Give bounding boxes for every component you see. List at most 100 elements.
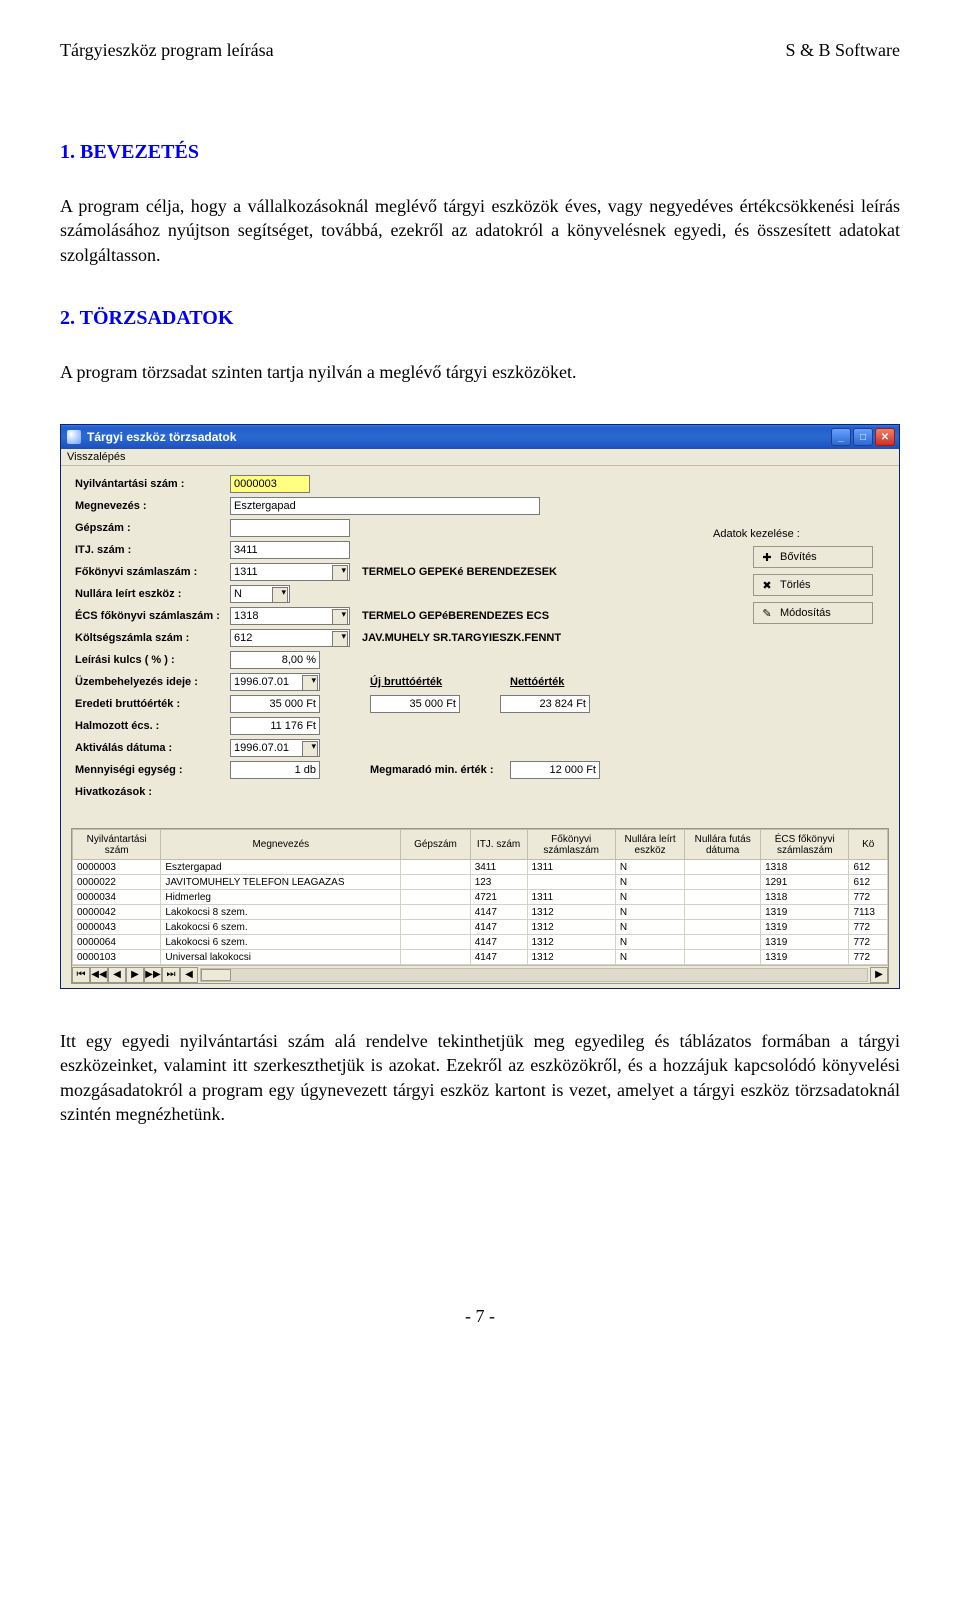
menu-visszalepes[interactable]: Visszalépés xyxy=(67,451,126,463)
table-row[interactable]: 0000042Lakokocsi 8 szem.41471312N1319711… xyxy=(73,905,888,920)
table-cell[interactable] xyxy=(401,950,470,965)
input-uj-brutto[interactable] xyxy=(370,695,460,713)
table-cell[interactable]: 0000042 xyxy=(73,905,161,920)
table-cell[interactable]: N xyxy=(615,890,684,905)
nav-prev[interactable]: ◀ xyxy=(108,967,126,983)
table-cell[interactable]: 612 xyxy=(849,860,888,875)
table-cell[interactable]: 1291 xyxy=(761,875,849,890)
h-scrollbar[interactable] xyxy=(200,968,868,982)
table-cell[interactable]: 4147 xyxy=(470,935,527,950)
input-aktivalas[interactable] xyxy=(230,739,320,757)
nav-first[interactable]: ⏮ xyxy=(72,967,90,983)
table-cell[interactable]: Universal lakokocsi xyxy=(161,950,401,965)
input-halmozott[interactable] xyxy=(230,717,320,735)
table-row[interactable]: 0000034Hidmerleg47211311N1318772 xyxy=(73,890,888,905)
table-cell[interactable]: 3411 xyxy=(470,860,527,875)
table-cell[interactable]: 772 xyxy=(849,920,888,935)
table-cell[interactable]: 0000003 xyxy=(73,860,161,875)
table-cell[interactable]: 1319 xyxy=(761,905,849,920)
table-cell[interactable]: 4147 xyxy=(470,905,527,920)
nav-scroll-right[interactable]: ▶ xyxy=(870,967,888,983)
table-cell[interactable]: 0000064 xyxy=(73,935,161,950)
table-cell[interactable]: 123 xyxy=(470,875,527,890)
table-cell[interactable]: 1319 xyxy=(761,935,849,950)
input-leirasi[interactable] xyxy=(230,651,320,669)
col-nyilv[interactable]: Nyilvántartási szám xyxy=(73,830,161,860)
table-cell[interactable]: 1318 xyxy=(761,890,849,905)
table-cell[interactable]: 1318 xyxy=(761,860,849,875)
table-cell[interactable]: JAVITOMUHELY TELEFON LEAGAZAS xyxy=(161,875,401,890)
close-button[interactable]: ✕ xyxy=(875,428,895,446)
table-cell[interactable] xyxy=(685,950,761,965)
input-netto[interactable] xyxy=(500,695,590,713)
input-koltseg[interactable] xyxy=(230,629,350,647)
table-cell[interactable]: 1319 xyxy=(761,920,849,935)
input-ecs[interactable] xyxy=(230,607,350,625)
table-cell[interactable]: Hidmerleg xyxy=(161,890,401,905)
table-cell[interactable] xyxy=(527,875,615,890)
table-cell[interactable] xyxy=(401,890,470,905)
table-cell[interactable]: Esztergapad xyxy=(161,860,401,875)
table-row[interactable]: 0000003Esztergapad 34111311N 1318612 xyxy=(73,860,888,875)
nav-next[interactable]: ▶ xyxy=(126,967,144,983)
table-cell[interactable] xyxy=(685,875,761,890)
input-nullara[interactable] xyxy=(230,585,290,603)
table-cell[interactable]: N xyxy=(615,920,684,935)
table-cell[interactable]: N xyxy=(615,860,684,875)
table-cell[interactable] xyxy=(685,935,761,950)
table-row[interactable]: 0000103Universal lakokocsi41471312N13197… xyxy=(73,950,888,965)
grid-table[interactable]: Nyilvántartási szám Megnevezés Gépszám I… xyxy=(72,829,888,965)
table-cell[interactable]: 4721 xyxy=(470,890,527,905)
table-cell[interactable]: 0000103 xyxy=(73,950,161,965)
table-cell[interactable]: 772 xyxy=(849,935,888,950)
col-gepszam[interactable]: Gépszám xyxy=(401,830,470,860)
table-cell[interactable] xyxy=(685,905,761,920)
nav-next-page[interactable]: ▶▶ xyxy=(144,967,162,983)
input-gepszam[interactable] xyxy=(230,519,350,537)
table-row[interactable]: 0000043Lakokocsi 6 szem.41471312N1319772 xyxy=(73,920,888,935)
input-megnev[interactable] xyxy=(230,497,540,515)
table-cell[interactable]: N xyxy=(615,935,684,950)
table-cell[interactable] xyxy=(401,905,470,920)
col-fokonyvi[interactable]: Főkönyvi számlaszám xyxy=(527,830,615,860)
table-cell[interactable]: N xyxy=(615,905,684,920)
table-cell[interactable]: 1319 xyxy=(761,950,849,965)
table-cell[interactable]: 4147 xyxy=(470,950,527,965)
table-cell[interactable] xyxy=(685,890,761,905)
input-megmarado[interactable] xyxy=(510,761,600,779)
col-ko[interactable]: Kö xyxy=(849,830,888,860)
nav-last[interactable]: ⏭ xyxy=(162,967,180,983)
table-cell[interactable]: 1312 xyxy=(527,905,615,920)
table-cell[interactable]: 0000022 xyxy=(73,875,161,890)
table-cell[interactable]: N xyxy=(615,950,684,965)
input-fokonyvi[interactable] xyxy=(230,563,350,581)
table-cell[interactable] xyxy=(401,860,470,875)
col-ecs[interactable]: ÉCS főkönyvi számlaszám xyxy=(761,830,849,860)
col-itj[interactable]: ITJ. szám xyxy=(470,830,527,860)
h-scroll-thumb[interactable] xyxy=(201,969,231,981)
table-cell[interactable]: 4147 xyxy=(470,920,527,935)
minimize-button[interactable]: _ xyxy=(831,428,851,446)
table-cell[interactable]: 1311 xyxy=(527,890,615,905)
table-cell[interactable]: 772 xyxy=(849,890,888,905)
nav-scroll-left[interactable]: ◀ xyxy=(180,967,198,983)
add-button[interactable]: ✚ Bővítés xyxy=(753,546,873,568)
table-cell[interactable] xyxy=(685,860,761,875)
delete-button[interactable]: ✖ Törlés xyxy=(753,574,873,596)
table-cell[interactable] xyxy=(685,920,761,935)
table-cell[interactable]: Lakokocsi 8 szem. xyxy=(161,905,401,920)
table-row[interactable]: 0000064Lakokocsi 6 szem. 41471312N 1319772 xyxy=(73,935,888,950)
table-cell[interactable]: 1312 xyxy=(527,935,615,950)
table-cell[interactable]: 772 xyxy=(849,950,888,965)
table-cell[interactable]: Lakokocsi 6 szem. xyxy=(161,935,401,950)
input-eredeti[interactable] xyxy=(230,695,320,713)
input-mennyiseg[interactable] xyxy=(230,761,320,779)
maximize-button[interactable]: □ xyxy=(853,428,873,446)
table-row[interactable]: 0000022JAVITOMUHELY TELEFON LEAGAZAS 123 N… xyxy=(73,875,888,890)
table-cell[interactable] xyxy=(401,920,470,935)
table-cell[interactable]: 1311 xyxy=(527,860,615,875)
table-cell[interactable]: Lakokocsi 6 szem. xyxy=(161,920,401,935)
col-nullara-datum[interactable]: Nullára futás dátuma xyxy=(685,830,761,860)
table-cell[interactable]: N xyxy=(615,875,684,890)
table-cell[interactable] xyxy=(401,935,470,950)
